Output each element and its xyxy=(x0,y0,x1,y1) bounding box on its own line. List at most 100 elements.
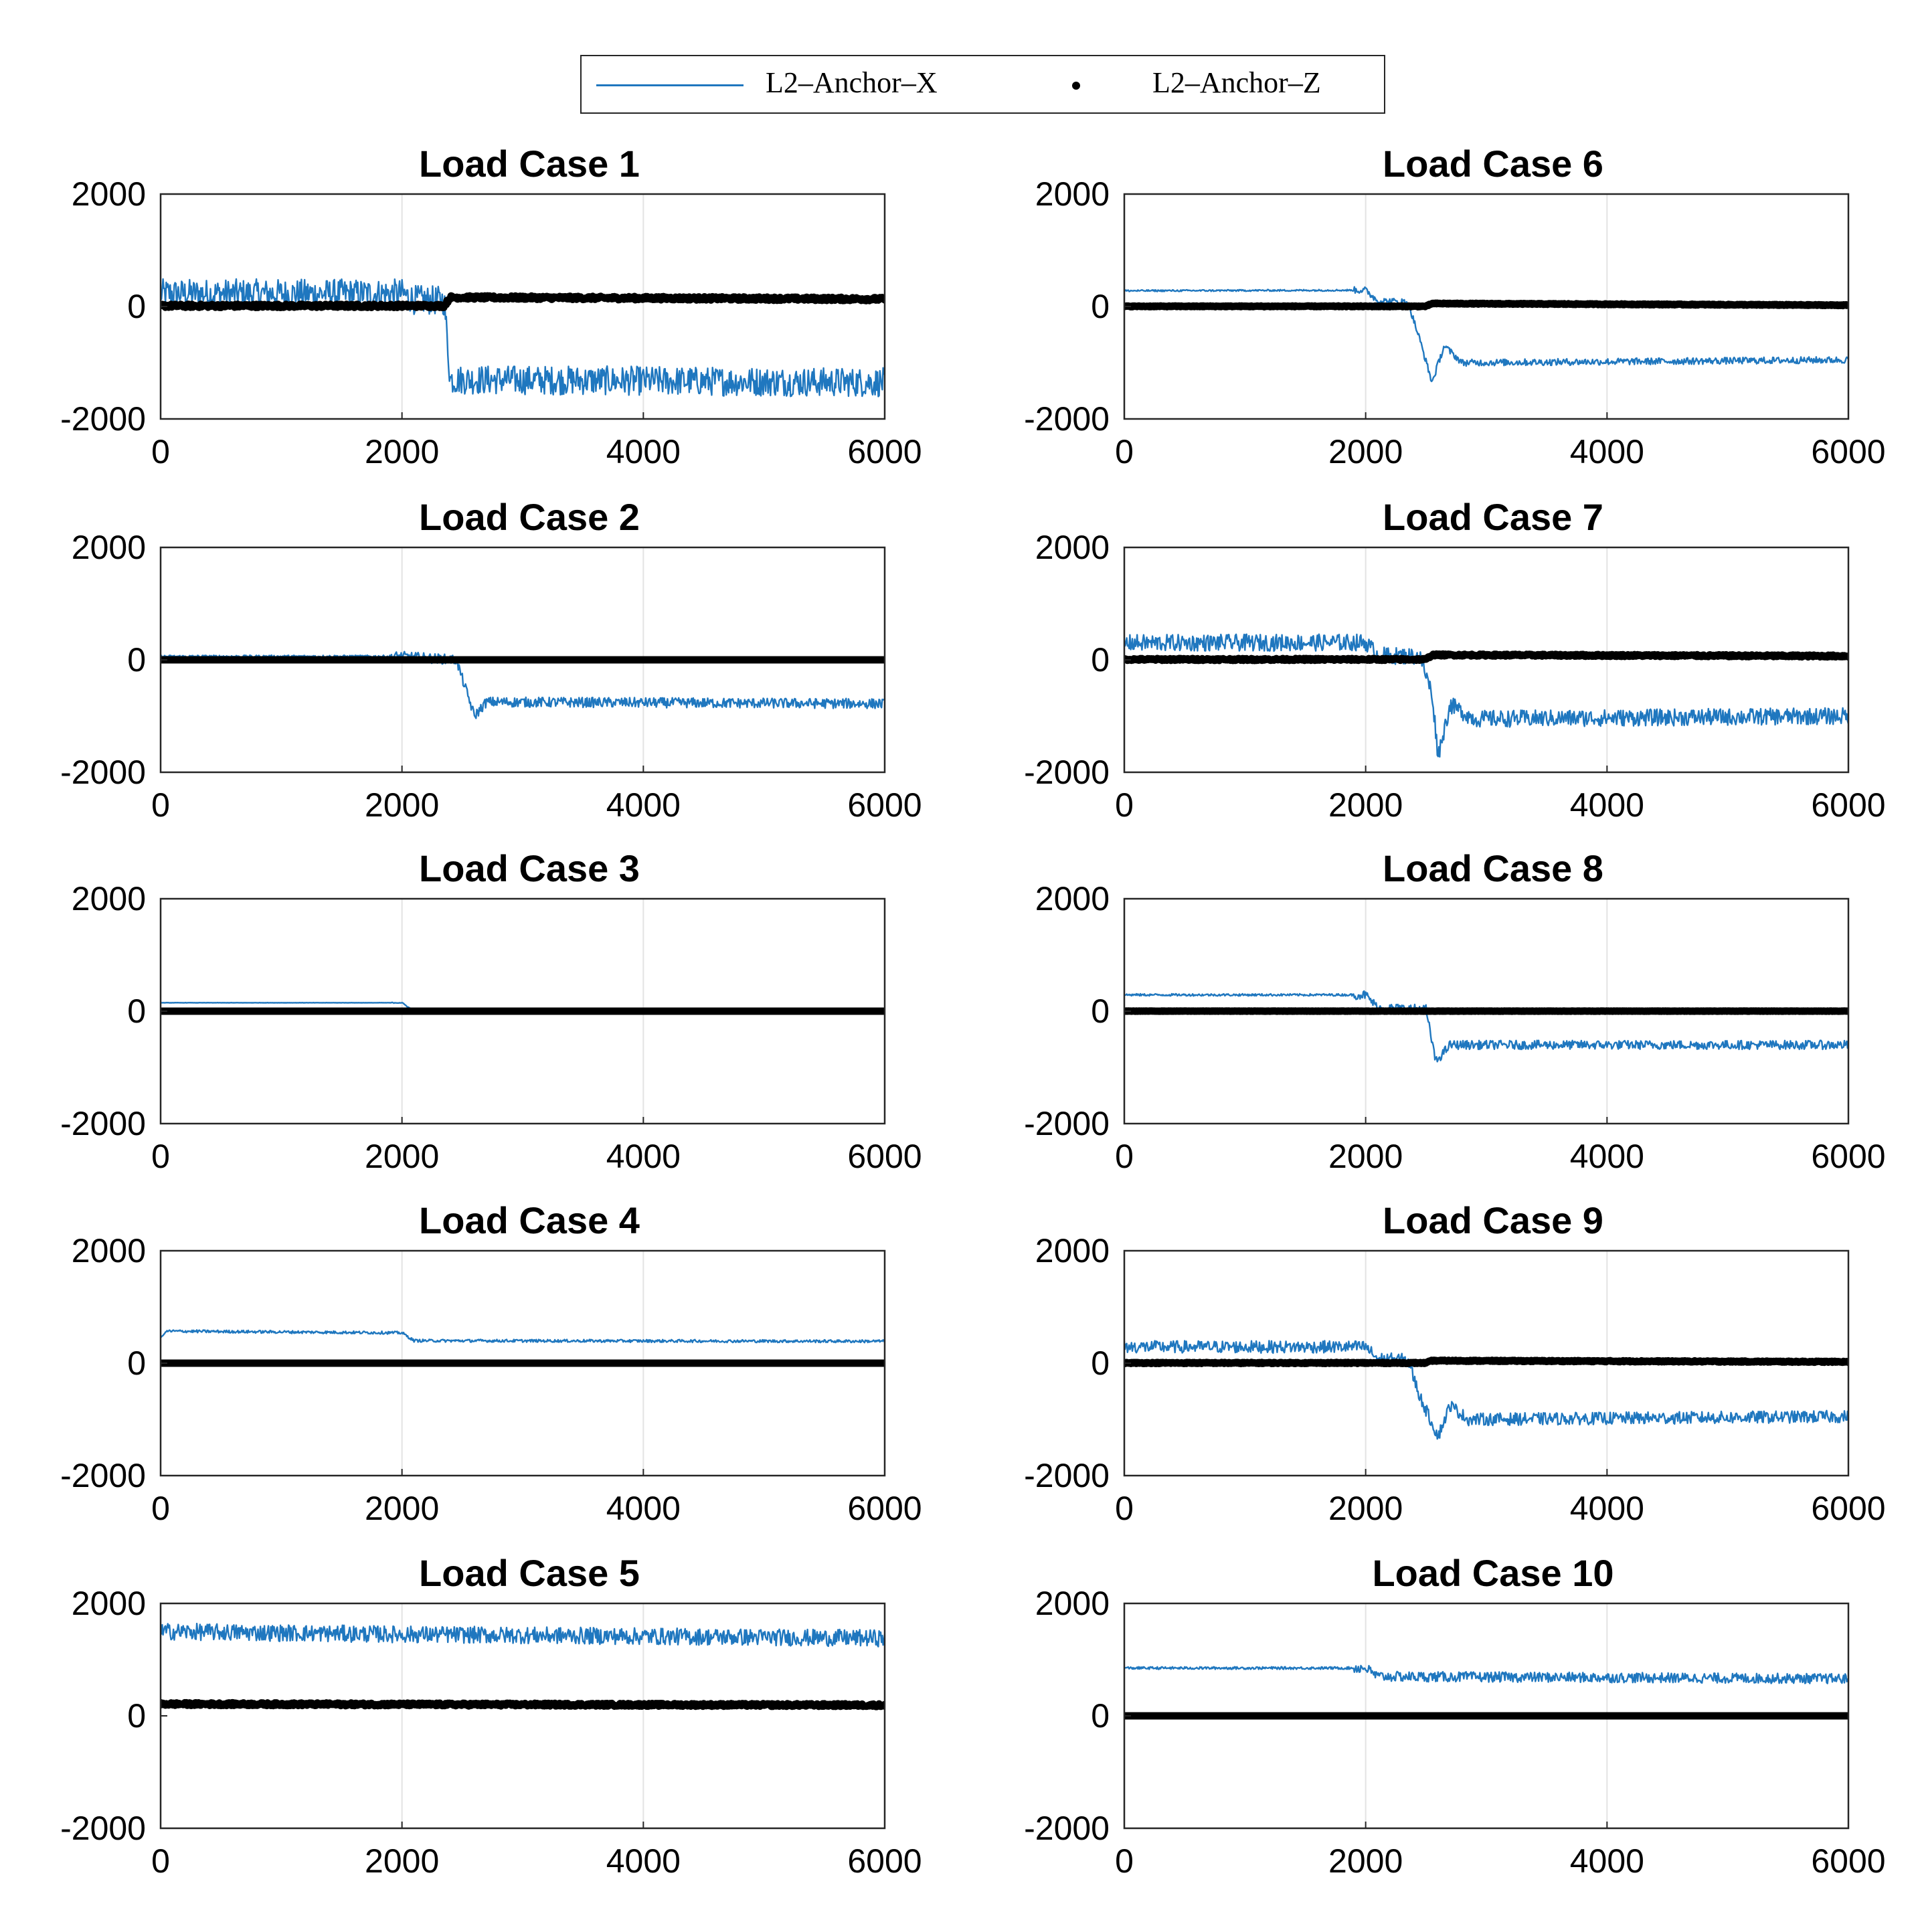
x-tick-label: 6000 xyxy=(1811,786,1885,824)
legend-label-z: L2–Anchor–Z xyxy=(1152,66,1321,99)
x-tick-label: 2000 xyxy=(365,433,439,470)
y-tick-label: 2000 xyxy=(72,880,146,917)
series-z-points xyxy=(161,292,885,311)
subplot-title: Load Case 10 xyxy=(1372,1552,1613,1594)
x-tick-label: 0 xyxy=(1115,1490,1134,1527)
x-tick-label: 2000 xyxy=(1328,1842,1403,1880)
subplot-title: Load Case 7 xyxy=(1383,496,1603,538)
x-tick-label: 2000 xyxy=(365,1490,439,1527)
legend-swatch-dot xyxy=(1072,82,1080,90)
series-x-line xyxy=(1124,1340,1848,1440)
y-tick-label: 2000 xyxy=(1035,175,1110,213)
series-x-line xyxy=(1124,1664,1848,1684)
legend: L2–Anchor–X L2–Anchor–Z xyxy=(580,55,1385,114)
x-tick-label: 4000 xyxy=(1570,1138,1644,1175)
subplot-title: Load Case 6 xyxy=(1383,143,1603,185)
subplot-title: Load Case 3 xyxy=(419,847,640,889)
y-tick-label: 0 xyxy=(127,1697,146,1735)
series-x-line xyxy=(1124,633,1848,758)
y-tick-label: 0 xyxy=(1091,288,1110,325)
plot-data xyxy=(161,1001,885,1015)
y-tick-label: -2000 xyxy=(60,1105,146,1142)
x-tick-label: 6000 xyxy=(847,1138,922,1175)
plot-data xyxy=(161,1329,885,1367)
y-tick-label: 0 xyxy=(127,992,146,1030)
x-tick-label: 2000 xyxy=(1328,1138,1403,1175)
x-tick-label: 6000 xyxy=(1811,1138,1885,1175)
legend-label-x: L2–Anchor–X xyxy=(766,66,938,99)
y-tick-label: -2000 xyxy=(1024,1105,1110,1142)
plot-data xyxy=(1124,633,1848,758)
x-tick-label: 6000 xyxy=(847,1490,922,1527)
series-z-points xyxy=(1124,650,1848,665)
series-z-points xyxy=(1124,1356,1848,1367)
x-tick-label: 6000 xyxy=(1811,1842,1885,1880)
y-tick-label: -2000 xyxy=(60,1457,146,1494)
x-tick-label: 2000 xyxy=(365,1138,439,1175)
series-x-line xyxy=(161,1329,885,1344)
y-tick-label: 2000 xyxy=(1035,1232,1110,1269)
plot-data xyxy=(1124,286,1848,383)
series-x-line xyxy=(1124,286,1848,383)
y-tick-label: -2000 xyxy=(1024,400,1110,438)
series-z-points xyxy=(161,1698,885,1710)
x-tick-label: 2000 xyxy=(1328,1490,1403,1527)
x-tick-label: 0 xyxy=(1115,1842,1134,1880)
y-tick-label: -2000 xyxy=(1024,754,1110,791)
x-tick-label: 4000 xyxy=(1570,786,1644,824)
y-tick-label: 2000 xyxy=(72,175,146,213)
y-tick-label: 0 xyxy=(1091,992,1110,1030)
plot-data xyxy=(161,1622,885,1710)
y-tick-label: 0 xyxy=(127,641,146,679)
x-tick-label: 0 xyxy=(1115,433,1134,470)
y-tick-label: 0 xyxy=(1091,1697,1110,1735)
subplot-title: Load Case 4 xyxy=(419,1199,640,1241)
x-tick-label: 6000 xyxy=(847,1842,922,1880)
y-tick-label: 0 xyxy=(127,288,146,325)
y-tick-label: 2000 xyxy=(1035,529,1110,566)
y-tick-label: -2000 xyxy=(60,754,146,791)
x-tick-label: 0 xyxy=(151,1138,170,1175)
y-tick-label: 2000 xyxy=(1035,1585,1110,1622)
plot-data xyxy=(1124,1340,1848,1440)
subplot-title: Load Case 2 xyxy=(419,496,640,538)
x-tick-label: 4000 xyxy=(606,1842,681,1880)
x-tick-label: 4000 xyxy=(606,1138,681,1175)
series-x-line xyxy=(161,1622,885,1648)
subplot-title: Load Case 5 xyxy=(419,1552,640,1594)
x-tick-label: 0 xyxy=(151,1490,170,1527)
plot-data xyxy=(1124,990,1848,1063)
y-tick-label: 2000 xyxy=(1035,880,1110,917)
series-z-points xyxy=(1124,299,1848,311)
x-tick-label: 4000 xyxy=(606,1490,681,1527)
x-tick-label: 4000 xyxy=(1570,1842,1644,1880)
x-tick-label: 2000 xyxy=(365,1842,439,1880)
x-tick-label: 2000 xyxy=(1328,433,1403,470)
y-tick-label: 2000 xyxy=(72,1232,146,1269)
x-tick-label: 4000 xyxy=(606,786,681,824)
x-tick-label: 2000 xyxy=(1328,786,1403,824)
y-tick-label: -2000 xyxy=(1024,1810,1110,1847)
y-tick-label: 2000 xyxy=(72,1585,146,1622)
y-tick-label: -2000 xyxy=(60,1810,146,1847)
y-tick-label: 2000 xyxy=(72,529,146,566)
x-tick-label: 6000 xyxy=(847,786,922,824)
subplot-title: Load Case 9 xyxy=(1383,1199,1603,1241)
x-tick-label: 4000 xyxy=(1570,1490,1644,1527)
subplot-title: Load Case 1 xyxy=(419,143,640,185)
x-tick-label: 4000 xyxy=(1570,433,1644,470)
x-tick-label: 6000 xyxy=(1811,433,1885,470)
x-tick-label: 0 xyxy=(151,1842,170,1880)
x-tick-label: 4000 xyxy=(606,433,681,470)
